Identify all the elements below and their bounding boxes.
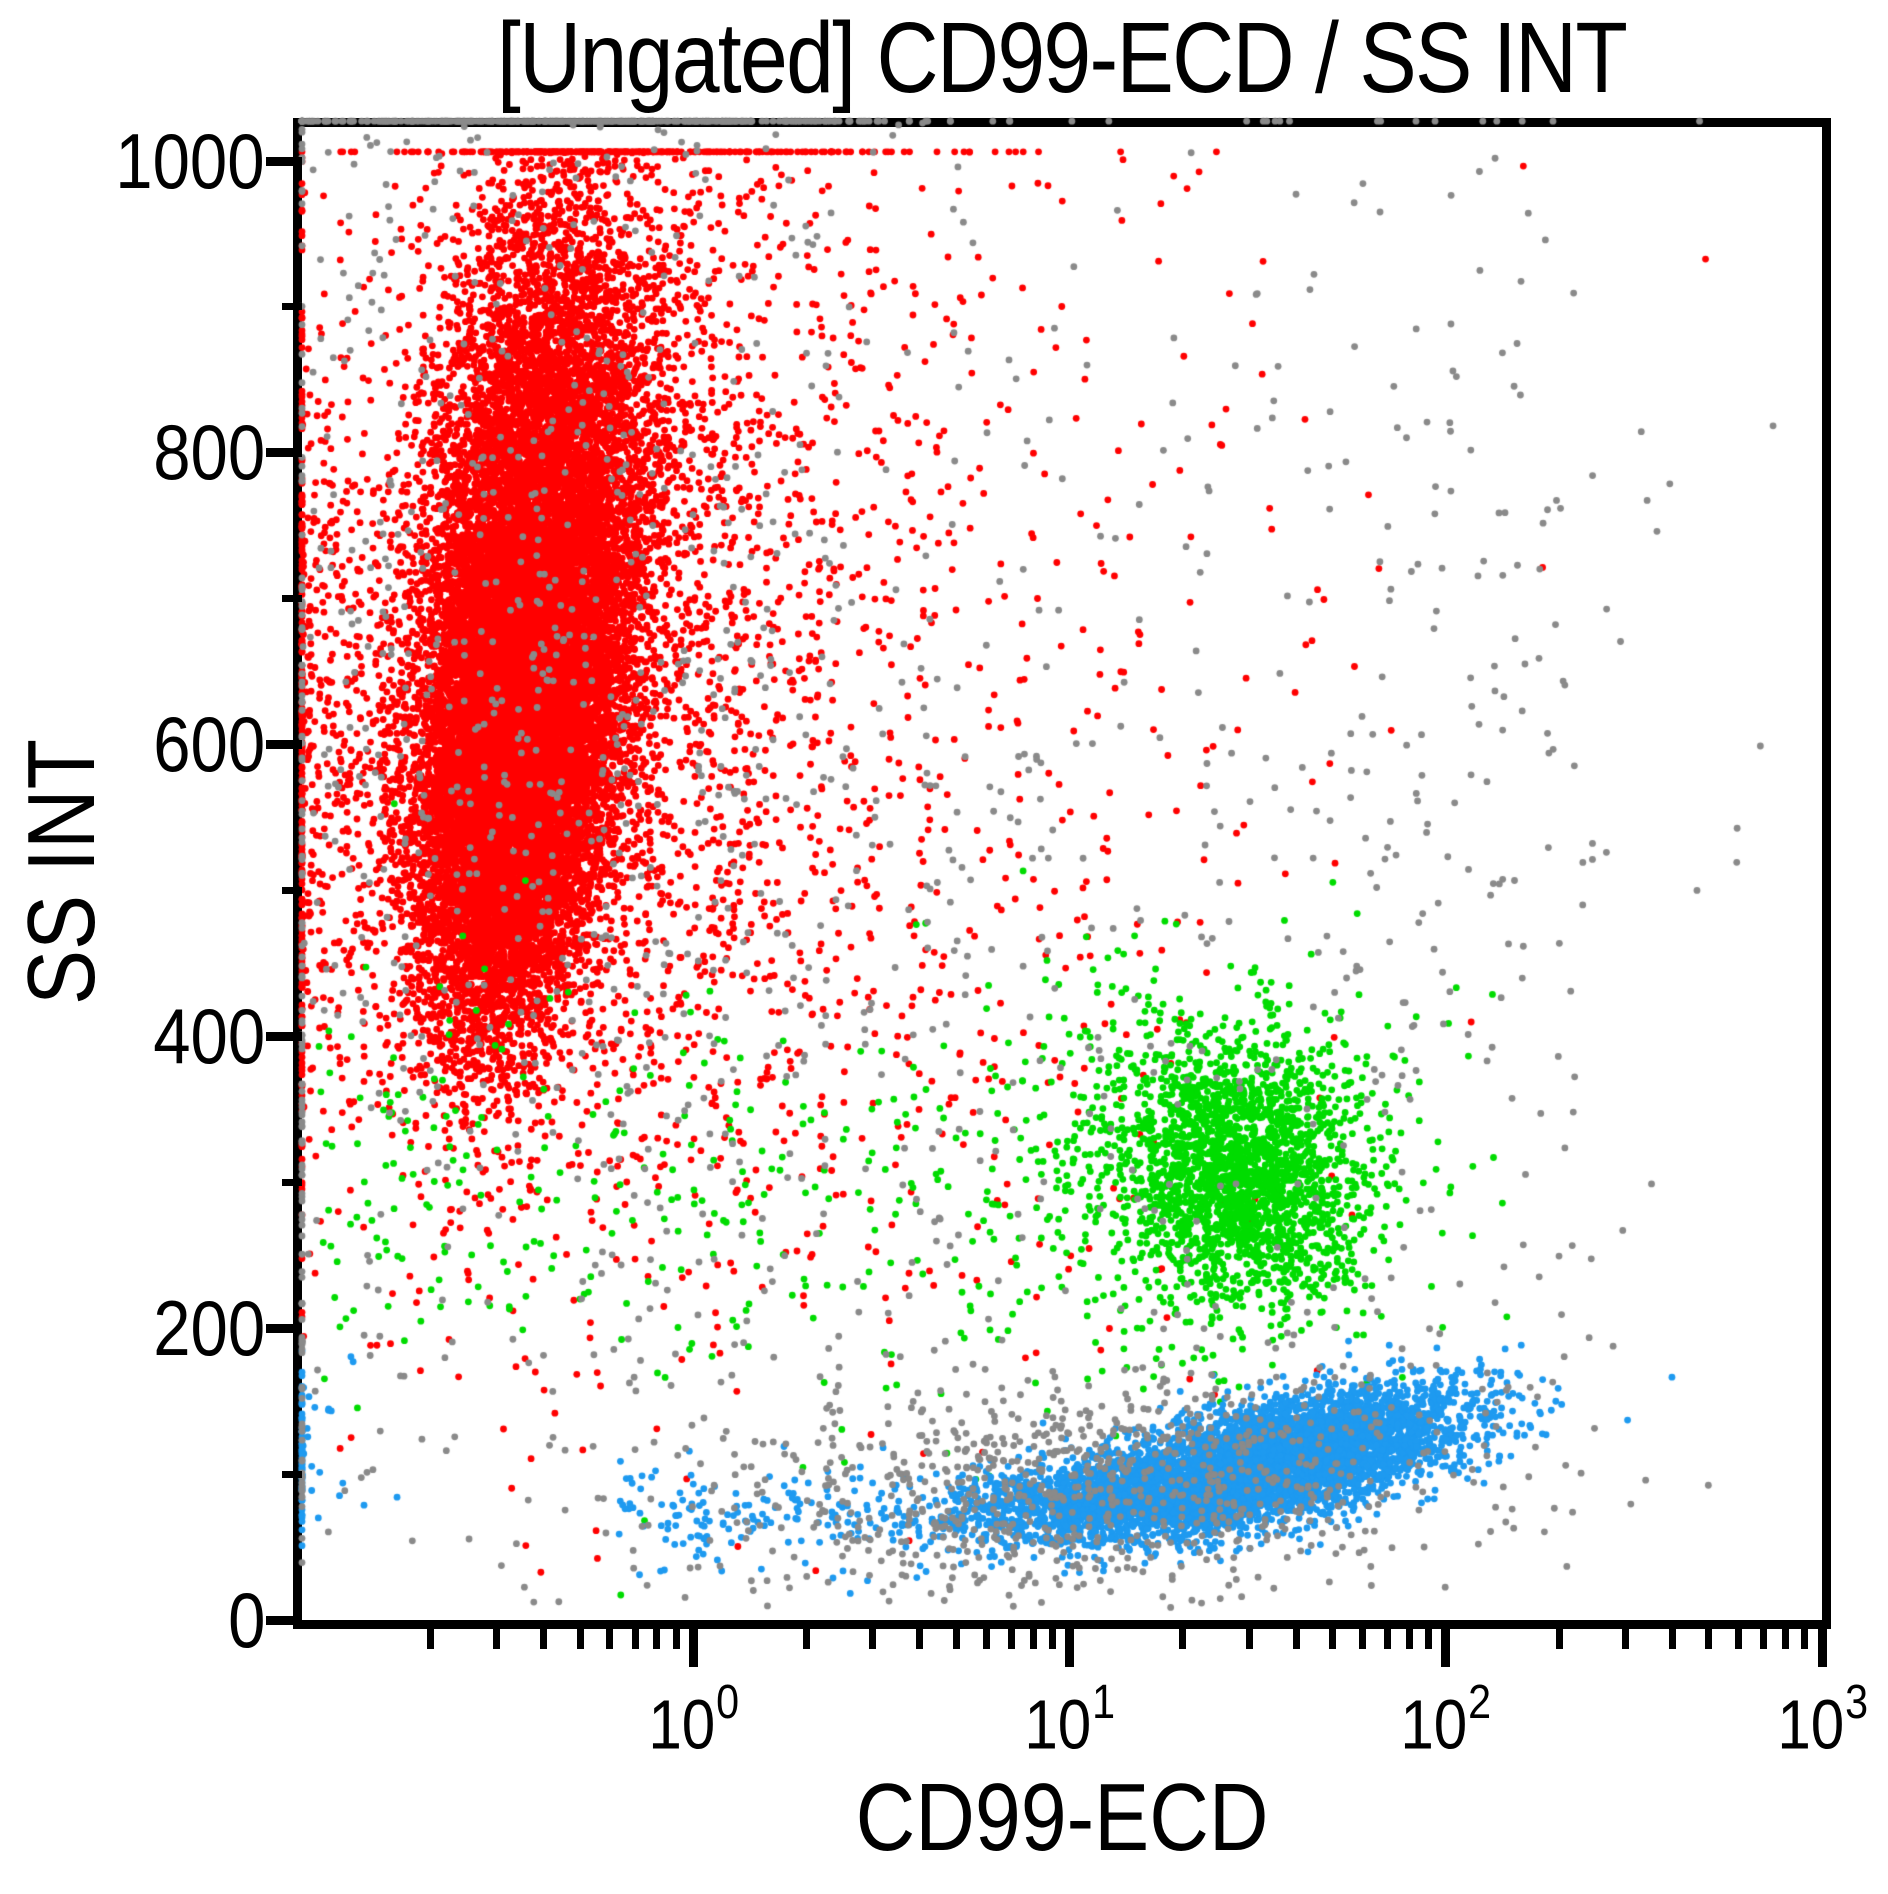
x-minor-tick xyxy=(952,1629,960,1649)
x-minor-tick xyxy=(1735,1629,1743,1649)
y-major-tick xyxy=(266,1324,302,1334)
x-tick-label: 101 xyxy=(960,1672,1180,1761)
x-major-tick xyxy=(688,1629,698,1667)
y-tick-label: 1000 xyxy=(60,121,265,201)
x-major-tick xyxy=(1817,1629,1827,1667)
x-axis-title-text: CD99-ECD xyxy=(855,1764,1269,1871)
x-minor-tick xyxy=(1007,1629,1015,1649)
x-minor-tick xyxy=(1555,1629,1563,1649)
chart-title-text: [Ungated] CD99-ECD / SS INT xyxy=(497,2,1628,114)
x-minor-tick xyxy=(1292,1629,1300,1649)
y-major-tick xyxy=(266,448,302,458)
chart-title: [Ungated] CD99-ECD / SS INT xyxy=(302,6,1822,110)
x-minor-tick xyxy=(631,1629,639,1649)
y-tick-label-text: 600 xyxy=(153,700,265,789)
x-minor-tick xyxy=(653,1629,661,1649)
y-minor-tick xyxy=(282,594,302,602)
x-minor-tick xyxy=(426,1629,434,1649)
y-major-tick xyxy=(266,1616,302,1625)
x-minor-tick xyxy=(1705,1629,1713,1649)
x-tick-label: 103 xyxy=(1712,1672,1888,1761)
x-minor-tick xyxy=(982,1629,990,1649)
x-major-tick xyxy=(1441,1629,1451,1667)
y-tick-label: 0 xyxy=(60,1580,265,1660)
x-minor-tick xyxy=(1383,1629,1391,1649)
scatter-points-canvas xyxy=(280,100,1860,1660)
x-minor-tick xyxy=(1782,1629,1790,1649)
x-minor-tick xyxy=(1801,1629,1809,1649)
x-minor-tick xyxy=(493,1629,501,1649)
x-major-tick xyxy=(1065,1629,1075,1667)
x-tick-label: 100 xyxy=(583,1672,803,1761)
x-minor-tick xyxy=(1245,1629,1253,1649)
x-minor-tick xyxy=(1405,1629,1413,1649)
y-tick-label-text: 800 xyxy=(153,408,265,497)
x-minor-tick xyxy=(1048,1629,1056,1649)
y-tick-label: 600 xyxy=(60,704,265,784)
x-tick-label-text: 100 xyxy=(648,1676,740,1764)
x-tick-label: 102 xyxy=(1336,1672,1556,1761)
x-minor-tick xyxy=(1621,1629,1629,1649)
y-tick-label: 800 xyxy=(60,412,265,492)
x-minor-tick xyxy=(1668,1629,1676,1649)
x-minor-tick xyxy=(1358,1629,1366,1649)
y-major-tick xyxy=(266,740,302,750)
y-minor-tick xyxy=(282,1470,302,1478)
y-minor-tick xyxy=(282,303,302,310)
x-minor-tick xyxy=(916,1629,924,1649)
y-major-tick xyxy=(266,156,302,166)
x-minor-tick xyxy=(606,1629,614,1649)
x-minor-tick xyxy=(576,1629,584,1649)
x-minor-tick xyxy=(1329,1629,1336,1649)
y-minor-tick xyxy=(282,886,302,894)
x-minor-tick xyxy=(803,1629,811,1649)
x-minor-tick xyxy=(1029,1629,1037,1649)
x-tick-label-text: 102 xyxy=(1400,1676,1492,1764)
y-tick-label-text: 1000 xyxy=(115,116,265,205)
y-tick-label-text: 400 xyxy=(153,992,265,1081)
y-major-tick xyxy=(266,1032,302,1042)
y-minor-tick xyxy=(282,1178,302,1186)
x-tick-label-text: 103 xyxy=(1777,1676,1868,1764)
x-minor-tick xyxy=(869,1629,877,1649)
y-tick-label: 200 xyxy=(60,1288,265,1368)
x-minor-tick xyxy=(1760,1629,1768,1649)
x-minor-tick xyxy=(1179,1629,1187,1649)
x-axis-title: CD99-ECD xyxy=(302,1768,1822,1868)
x-minor-tick xyxy=(672,1629,680,1649)
y-tick-label-text: 0 xyxy=(227,1576,265,1664)
x-minor-tick xyxy=(1425,1629,1433,1649)
x-minor-tick xyxy=(540,1629,548,1649)
y-tick-label-text: 200 xyxy=(153,1284,265,1373)
y-tick-label: 400 xyxy=(60,996,265,1076)
x-tick-label-text: 101 xyxy=(1024,1676,1116,1764)
